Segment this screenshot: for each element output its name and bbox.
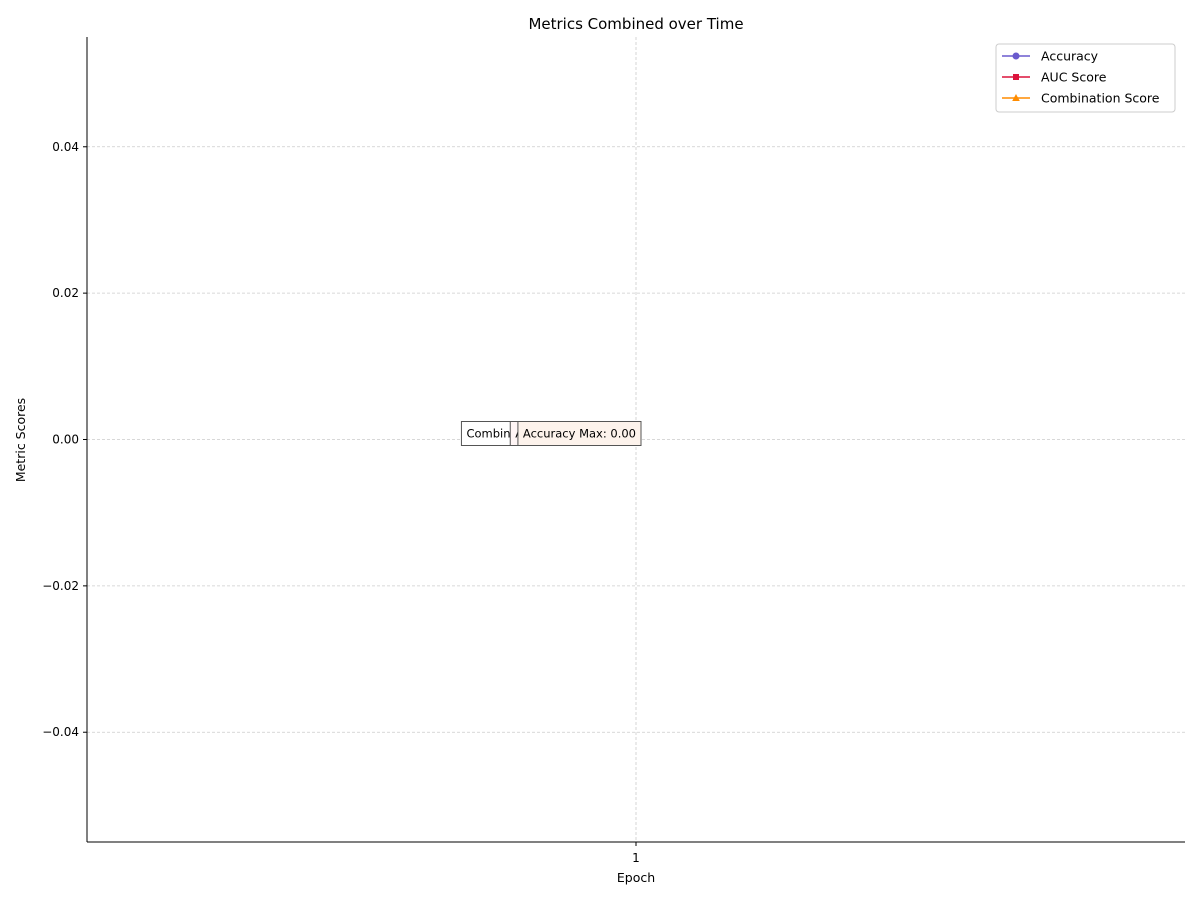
- legend-marker-accuracy: [1012, 52, 1020, 60]
- y-tick-label: −0.02: [42, 579, 79, 593]
- axes: 0.04 0.02 0.00 −0.02 −0.04 1: [42, 37, 1185, 865]
- y-tick-label: 0.04: [52, 140, 79, 154]
- chart-title: Metrics Combined over Time: [528, 15, 743, 33]
- y-axis-label: Metric Scores: [13, 398, 28, 482]
- legend: Accuracy AUC Score Combination Score: [995, 43, 1176, 113]
- grid-lines: [87, 37, 1185, 842]
- legend-label-combination-score: Combination Score: [1041, 91, 1160, 106]
- legend-label-accuracy: Accuracy: [1041, 49, 1099, 64]
- legend-marker-auc-score: [1013, 74, 1019, 80]
- y-tick-label: −0.04: [42, 725, 79, 739]
- legend-frame: [995, 43, 1176, 113]
- x-tick-label: 1: [632, 851, 640, 865]
- y-tick-label: 0.02: [52, 286, 79, 300]
- annotation-text: Accuracy Max: 0.00: [523, 427, 636, 441]
- annotation-frame: [517, 421, 642, 446]
- y-tick-label: 0.00: [52, 433, 79, 447]
- annotation-box: Accuracy Max: 0.00: [517, 421, 642, 446]
- annotations: Combination Score Max: 0.00AUC Score Max…: [460, 421, 642, 446]
- x-axis-label: Epoch: [617, 870, 655, 885]
- legend-label-auc-score: AUC Score: [1041, 70, 1107, 85]
- legend-marker-combination-score: [1012, 94, 1020, 101]
